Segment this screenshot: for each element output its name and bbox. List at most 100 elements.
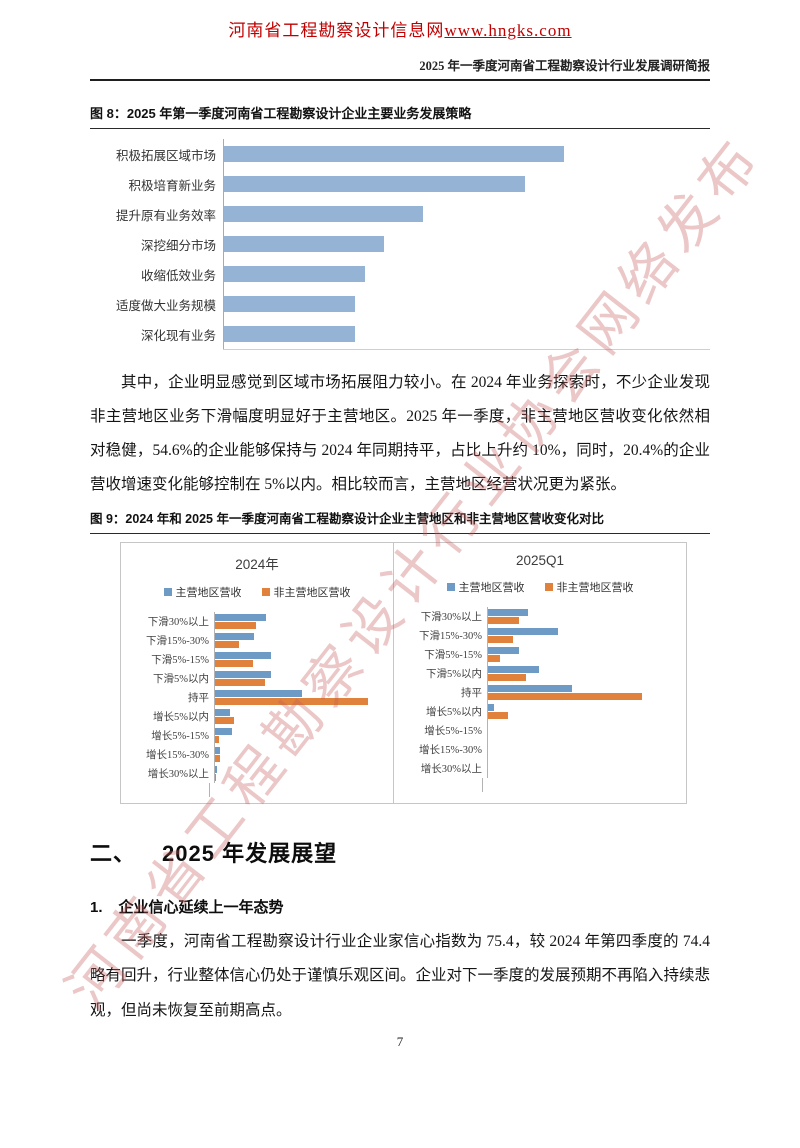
doc-title-header: 2025 年一季度河南省工程勘察设计行业发展调研简报 (90, 55, 710, 81)
figure8-bar (224, 206, 424, 222)
figure8-bar-chart: 积极拓展区域市场积极培育新业务提升原有业务效率深挖细分市场 收缩低效业务适度做大业… (90, 139, 710, 349)
figure9-bar-row: 持平 (121, 688, 393, 708)
section-heading: 二、 2025 年发展展望 (90, 836, 710, 868)
figure8-bar (224, 146, 565, 162)
legend-item: 主营地区营收 (163, 584, 242, 600)
legend-label: 非主营地区营收 (556, 582, 634, 595)
figure9-bar (215, 736, 220, 744)
figure8-caption: 图 8：2025 年第一季度河南省工程勘察设计企业主要业务发展策略 (90, 103, 710, 129)
section-title: 2025 年发展展望 (162, 841, 338, 867)
figure9-bar-row: 下滑15%-30% (121, 631, 393, 651)
figure8-bar-area (223, 289, 710, 319)
figure9-bar-row: 下滑15%-30% (394, 626, 686, 646)
figure9-bar (488, 609, 528, 617)
figure8-bar-row: 积极拓展区域市场 (90, 139, 710, 169)
figure9-bar (488, 628, 558, 636)
figure9-bar-pair (214, 726, 393, 746)
figure9-bar (215, 633, 255, 641)
figure9-category-label: 下滑15%-30% (419, 631, 482, 643)
legend-item: 非主营地区营收 (544, 579, 634, 595)
figure8-category-label: 收缩低效业务 (140, 268, 216, 283)
paragraph-1: 其中，企业明显感觉到区域市场拓展阻力较小。在 2024 年业务探索时，不少企业发… (90, 374, 710, 494)
figure9-bar (215, 641, 239, 649)
figure8-axis-baseline (223, 349, 710, 354)
legend-item: 主营地区营收 (446, 579, 525, 595)
figure9-bar-pair (214, 631, 393, 651)
figure9-bar-pair (214, 650, 393, 670)
figure8-category-label: 积极培育新业务 (128, 178, 216, 193)
figure9-panel-charts: 2024年 主营地区营收 非主营地区营收 下滑30%以上 下滑15%-30% 下滑5%-1… (120, 542, 710, 805)
figure9-bar (488, 674, 526, 682)
legend-swatch-icon (261, 588, 270, 597)
figure8-category-label: 提升原有业务效率 (115, 208, 216, 223)
figure9-axis-tail (394, 778, 686, 793)
figure8-bar-area (223, 139, 710, 169)
figure9-category-label: 下滑5%-15% (151, 655, 209, 667)
figure9-caption: 图 9：2024 年和 2025 年一季度河南省工程勘察设计企业主营地区和非主营… (90, 508, 710, 535)
figure9-bar-pair (487, 702, 686, 722)
figure8-bar (224, 236, 385, 252)
figure9-bar-row: 增长5%-15% (394, 721, 686, 741)
axis-spacer (394, 778, 482, 792)
figure9-bar-pair (487, 645, 686, 665)
figure9-bar-pair (214, 745, 393, 765)
figure9-bar-pair (487, 721, 686, 741)
figure9-bar-pair (487, 626, 686, 646)
figure9-bar (488, 685, 572, 693)
figure9-bar (488, 655, 500, 663)
figure9-bar (215, 709, 231, 717)
figure8-category-label: 深挖细分市场 (140, 238, 216, 253)
figure9-bar (215, 698, 368, 706)
figure9-bar-row: 下滑5%-15% (121, 650, 393, 670)
figure9-panel-title: 2025Q1 (515, 553, 565, 569)
figure9-category-label: 下滑5%-15% (424, 650, 482, 662)
figure9-bar-pair (214, 669, 393, 689)
figure9-bar-row: 下滑30%以上 (121, 612, 393, 632)
axis-line (209, 783, 393, 798)
figure8-bar-row: 适度做大业务规模 (90, 289, 710, 319)
figure9-bar-pair (487, 759, 686, 779)
figure9-bar (215, 747, 221, 755)
figure8-bar (224, 326, 356, 342)
figure9-panel-chart: 下滑30%以上 下滑15%-30% 下滑5%-15% 下滑5%以内 持平增长5%以内增长… (121, 612, 393, 803)
page-content: 河南省工程勘察设计信息网www.hngks.com 2025 年一季度河南省工程… (0, 16, 800, 1050)
legend-item: 非主营地区营收 (261, 584, 351, 600)
figure9-category-label: 下滑30%以上 (420, 612, 482, 624)
subsection-number: 1. (90, 899, 103, 917)
figure9-bar (488, 636, 513, 644)
axis-line (482, 778, 686, 793)
figure9-bar (215, 652, 272, 660)
subsection-title: 企业信心延续上一年态势 (118, 899, 284, 917)
figure8-bar-row: 深挖细分市场 (90, 229, 710, 259)
figure9-axis-tail (121, 783, 393, 798)
figure9-bar (215, 671, 272, 679)
figure9-category-label: 增长5%以内 (153, 712, 209, 724)
figure9-bar-pair (214, 707, 393, 727)
figure9-bar (215, 755, 221, 763)
figure9-category-label: 持平 (461, 688, 482, 700)
figure9-bar (215, 622, 257, 630)
figure9-bar (215, 774, 217, 782)
figure9-bar (215, 679, 265, 687)
figure9-bar (215, 614, 267, 622)
figure9-bar-pair (487, 683, 686, 703)
figure9-panel-chart: 下滑30%以上 下滑15%-30% 下滑5%-15% 下滑5%以内持平增长5%以内 增长… (394, 607, 686, 798)
figure9-panel-2025Q1: 2025Q1 主营地区营收 非主营地区营收下滑30%以上 下滑15%-30% 下滑5%-… (393, 542, 687, 805)
figure9-bar-row: 下滑5%以内 (394, 664, 686, 684)
figure9-bar-row: 增长15%-30% (121, 745, 393, 765)
figure9-category-label: 下滑30%以上 (147, 617, 209, 629)
figure9-bar (488, 617, 520, 625)
figure9-bar (488, 666, 539, 674)
figure9-category-label: 下滑15%-30% (146, 636, 209, 648)
figure8-bar-area (223, 229, 710, 259)
figure9-bar-row: 增长30%以上 (394, 759, 686, 779)
site-url-link[interactable]: www.hngks.com (444, 21, 572, 40)
figure9-bar-row: 持平 (394, 683, 686, 703)
figure9-bar-row: 增长5%以内 (394, 702, 686, 722)
figure9-bar (215, 766, 218, 774)
figure9-bar-row: 下滑5%以内 (121, 669, 393, 689)
legend-swatch-icon (446, 583, 455, 592)
figure9-bar (215, 660, 253, 668)
figure8-bar-row: 提升原有业务效率 (90, 199, 710, 229)
paragraph-2: 一季度，河南省工程勘察设计行业企业家信心指数为 75.4，较 2024 年第四季… (90, 933, 711, 1019)
